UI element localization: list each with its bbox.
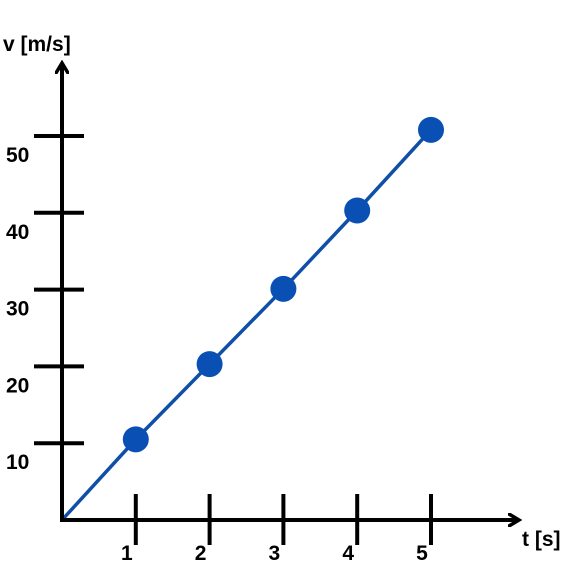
series-line: [60, 128, 433, 522]
y-ticks: 10 20 30 40 50: [6, 134, 84, 474]
data-point: [122, 426, 149, 453]
x-tick-label: 4: [342, 542, 354, 565]
y-axis-title: v [m/s]: [3, 33, 71, 56]
y-tick-label: 10: [6, 451, 29, 474]
data-point: [196, 351, 223, 378]
y-tick-label: 30: [6, 298, 29, 321]
y-tick-label: 40: [6, 221, 29, 244]
x-ticks: 1 2 3 4 5: [121, 494, 433, 565]
x-axis-title: t [s]: [522, 528, 561, 551]
data-layer: [60, 116, 444, 522]
data-point: [344, 197, 371, 224]
x-tick-label: 3: [269, 542, 281, 565]
data-point: [418, 116, 444, 143]
y-tick-label: 20: [6, 374, 29, 397]
y-tick-label: 50: [6, 144, 29, 167]
x-tick-label: 2: [195, 542, 207, 565]
data-point: [270, 275, 297, 302]
x-tick-label: 5: [416, 542, 428, 565]
x-tick-label: 1: [121, 542, 133, 565]
